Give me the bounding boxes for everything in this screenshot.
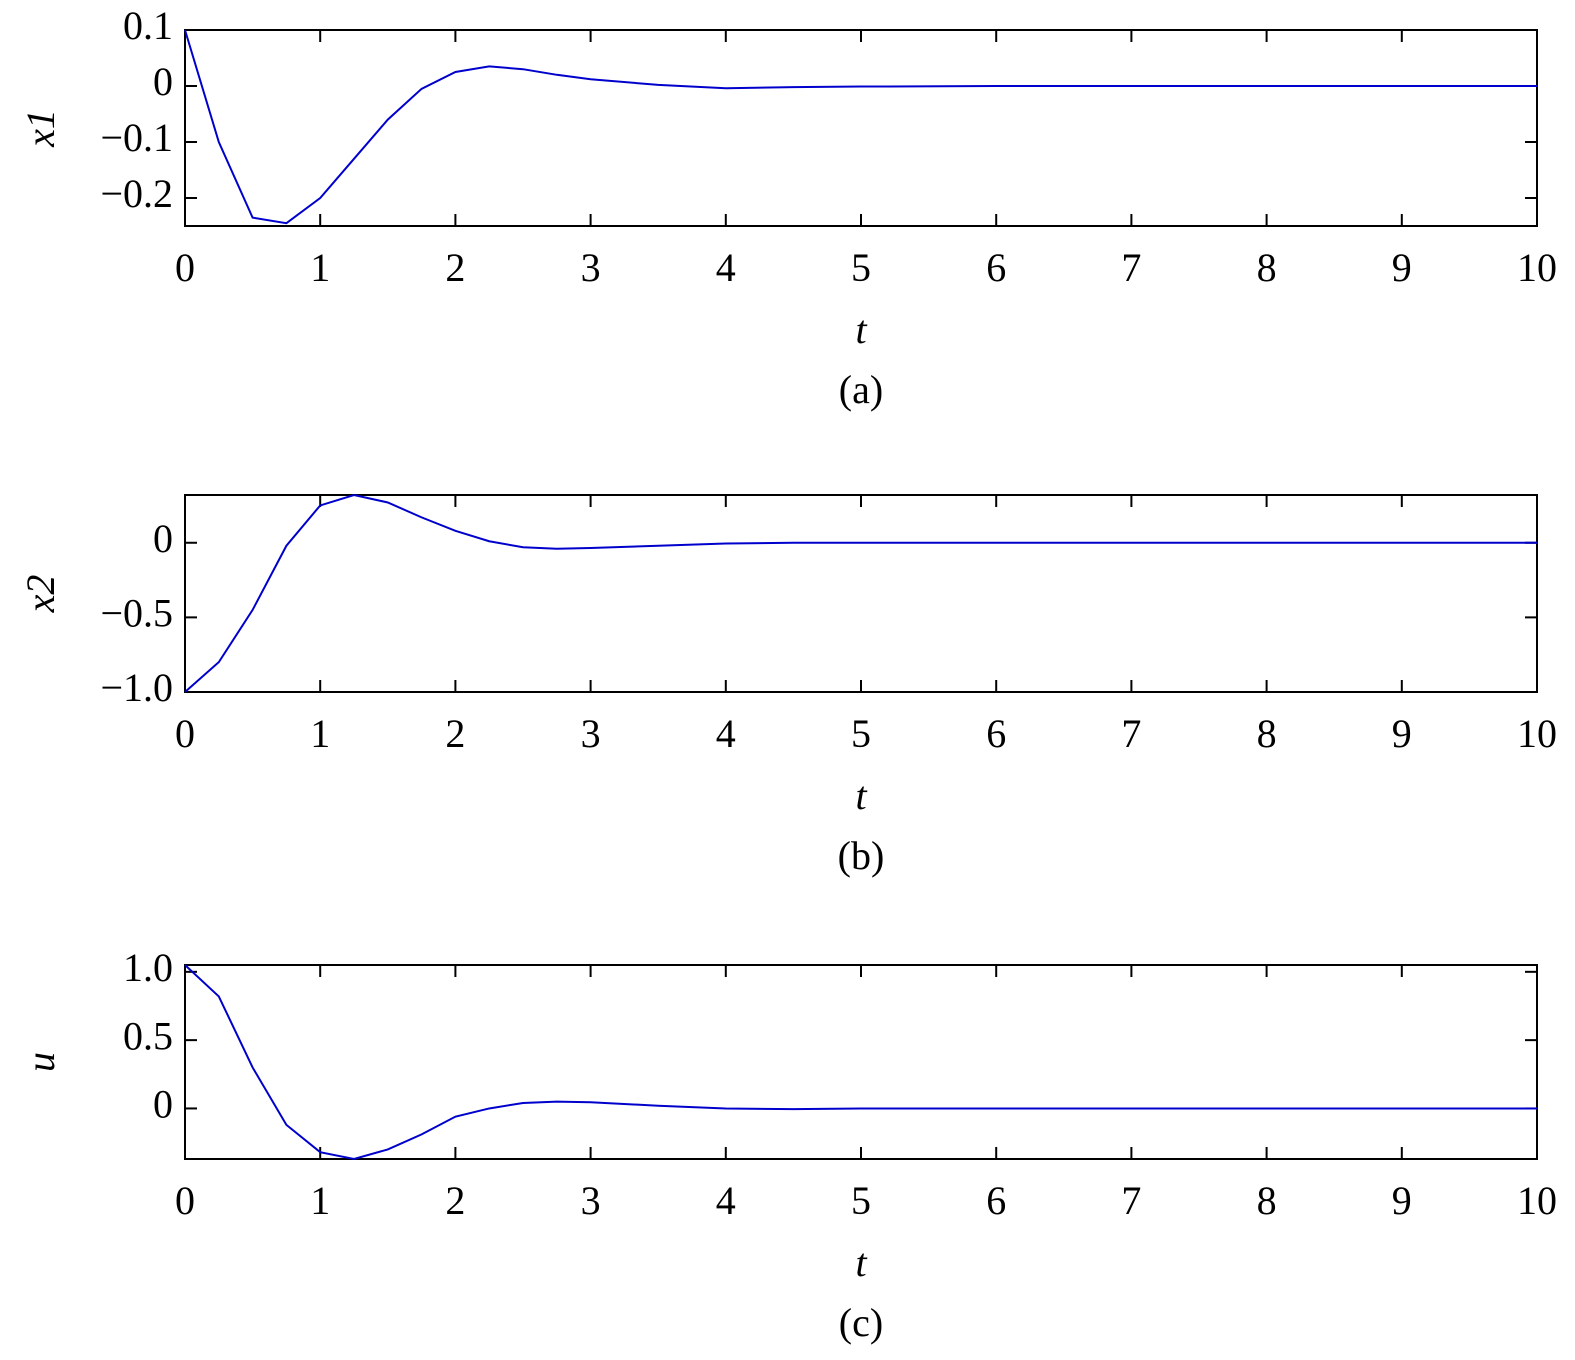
x-tick-label: 4 bbox=[716, 1178, 736, 1223]
x-tick-label: 1 bbox=[310, 1178, 330, 1223]
x-tick-label: 5 bbox=[851, 711, 871, 756]
caption: (a) bbox=[839, 367, 883, 412]
y-axis-label: x1 bbox=[18, 109, 63, 148]
x-tick-label: 0 bbox=[175, 1178, 195, 1223]
y-tick-label: −0.1 bbox=[100, 115, 173, 160]
x-tick-label: 6 bbox=[986, 711, 1006, 756]
plot-frame bbox=[184, 964, 1538, 1160]
x-axis-label: t bbox=[855, 773, 867, 818]
x-tick-label: 6 bbox=[986, 1178, 1006, 1223]
x-tick-label: 4 bbox=[716, 245, 736, 290]
x-axis-label: t bbox=[855, 307, 867, 352]
x-tick-label: 8 bbox=[1257, 711, 1277, 756]
x-tick-label: 10 bbox=[1517, 245, 1557, 290]
y-tick-label: −0.2 bbox=[100, 171, 173, 216]
y-tick-label: −0.5 bbox=[100, 591, 173, 636]
y-axis-label: x2 bbox=[18, 575, 63, 614]
y-axis-label: u bbox=[18, 1052, 63, 1072]
x-tick-label: 10 bbox=[1517, 711, 1557, 756]
x-tick-label: 3 bbox=[581, 711, 601, 756]
y-tick-label: 0.5 bbox=[123, 1013, 173, 1058]
y-tick-label: 0 bbox=[153, 59, 173, 104]
x-tick-label: 7 bbox=[1121, 1178, 1141, 1223]
y-tick-label: 0.1 bbox=[123, 3, 173, 48]
x-tick-label: 8 bbox=[1257, 1178, 1277, 1223]
caption: (c) bbox=[839, 1300, 883, 1345]
x-tick-label: 1 bbox=[310, 245, 330, 290]
x-tick-label: 5 bbox=[851, 245, 871, 290]
x-axis-label: t bbox=[855, 1240, 867, 1285]
x-tick-label: 9 bbox=[1392, 711, 1412, 756]
x-tick-label: 7 bbox=[1121, 245, 1141, 290]
data-line bbox=[184, 493, 1537, 693]
x-tick-label: 0 bbox=[175, 245, 195, 290]
x-tick-label: 2 bbox=[445, 245, 465, 290]
x-tick-label: 10 bbox=[1517, 1178, 1557, 1223]
plot-frame bbox=[184, 494, 1538, 693]
x-tick-label: 4 bbox=[716, 711, 736, 756]
x-tick-label: 9 bbox=[1392, 245, 1412, 290]
x-tick-label: 2 bbox=[445, 711, 465, 756]
x-tick-label: 5 bbox=[851, 1178, 871, 1223]
data-line bbox=[184, 29, 1537, 225]
x-tick-label: 3 bbox=[581, 245, 601, 290]
x-tick-label: 8 bbox=[1257, 245, 1277, 290]
y-tick-label: −1.0 bbox=[100, 665, 173, 710]
y-tick-label: 0 bbox=[153, 516, 173, 561]
x-tick-label: 9 bbox=[1392, 1178, 1412, 1223]
x-tick-label: 7 bbox=[1121, 711, 1141, 756]
data-line bbox=[184, 964, 1537, 1161]
caption: (b) bbox=[838, 833, 885, 878]
y-tick-label: 1.0 bbox=[123, 945, 173, 990]
x-tick-label: 0 bbox=[175, 711, 195, 756]
plot-frame bbox=[184, 29, 1538, 227]
x-tick-label: 6 bbox=[986, 245, 1006, 290]
x-tick-label: 3 bbox=[581, 1178, 601, 1223]
x-tick-label: 2 bbox=[445, 1178, 465, 1223]
x-tick-label: 1 bbox=[310, 711, 330, 756]
y-tick-label: 0 bbox=[153, 1082, 173, 1127]
